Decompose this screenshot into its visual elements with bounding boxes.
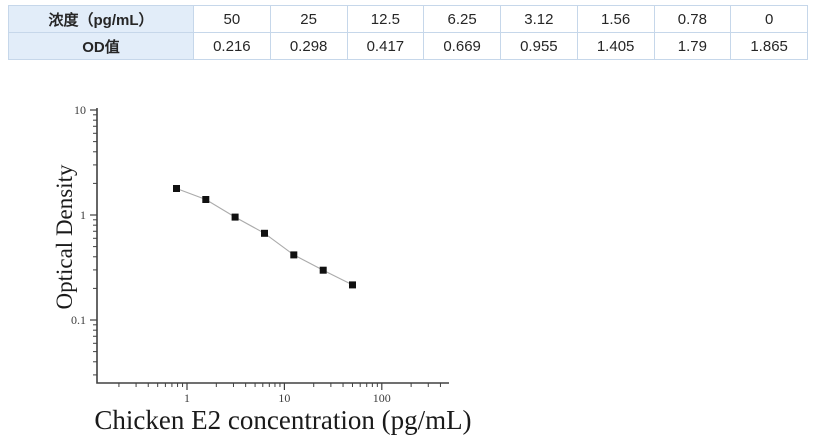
x-axis-title: Chicken E2 concentration (pg/mL) [94, 405, 471, 435]
row-header-concentration: 浓度（pg/mL） [8, 5, 194, 33]
table-cell: 0.417 [346, 32, 425, 60]
table-cell: 0.955 [500, 32, 578, 60]
table-cell: 0.216 [193, 32, 271, 60]
standard-curve-chart: 1 10 100 10 1 0.1 Optical Density Chicken E2 … [0, 70, 560, 443]
table-cell: 0 [730, 5, 808, 33]
y-tick-label: 10 [74, 103, 86, 117]
table-cell: 1.405 [576, 32, 655, 60]
x-tick-label: 10 [278, 391, 290, 405]
table-cell: 0.669 [423, 32, 501, 60]
table-cell: 0.78 [653, 5, 732, 33]
table-cell: 1.79 [653, 32, 732, 60]
row-header-od: OD值 [8, 32, 194, 60]
chart-axes: 1 10 100 10 1 0.1 [71, 103, 449, 405]
y-tick-label: 1 [80, 208, 86, 222]
chart-series [173, 185, 356, 289]
data-point-marker [349, 281, 356, 289]
table-cell: 6.25 [423, 5, 501, 33]
table-cell: 25 [269, 5, 348, 33]
standard-curve-table: 浓度（pg/mL） 50 25 12.5 6.25 3.12 1.56 0.78… [8, 5, 808, 60]
table-cell: 50 [193, 5, 271, 33]
data-point-marker [290, 251, 298, 259]
data-point-marker [202, 196, 210, 203]
table-cell: 1.865 [730, 32, 808, 60]
table-cell: 3.12 [500, 5, 578, 33]
x-tick-label: 1 [184, 391, 190, 405]
x-tick-label: 100 [373, 391, 391, 405]
data-point-marker [173, 185, 180, 192]
y-axis-title: Optical Density [52, 164, 77, 309]
data-point-marker [261, 229, 268, 237]
table-cell: 1.56 [576, 5, 655, 33]
table-row-od: OD值 0.216 0.298 0.417 0.669 0.955 1.405 … [8, 32, 808, 60]
table-row-concentration: 浓度（pg/mL） 50 25 12.5 6.25 3.12 1.56 0.78… [8, 5, 808, 33]
table-cell: 12.5 [346, 5, 425, 33]
data-point-marker [231, 213, 239, 221]
table-cell: 0.298 [269, 32, 348, 60]
y-tick-label: 0.1 [71, 313, 86, 327]
data-point-marker [319, 266, 327, 274]
